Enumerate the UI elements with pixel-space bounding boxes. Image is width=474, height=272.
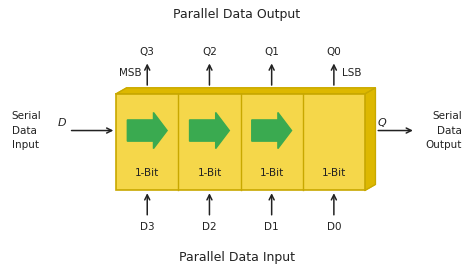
Text: Data: Data — [12, 126, 36, 135]
Text: MSB: MSB — [119, 68, 142, 78]
Text: 1-Bit: 1-Bit — [135, 168, 159, 178]
Text: D0: D0 — [327, 222, 341, 232]
Text: Q3: Q3 — [140, 47, 155, 57]
Text: Q2: Q2 — [202, 47, 217, 57]
Text: LSB: LSB — [342, 68, 362, 78]
Bar — [116, 94, 365, 190]
Polygon shape — [365, 88, 375, 190]
Text: Serial: Serial — [432, 111, 462, 120]
Text: D3: D3 — [140, 222, 155, 232]
Text: Output: Output — [426, 141, 462, 150]
Text: Q0: Q0 — [327, 47, 341, 57]
Text: 1-Bit: 1-Bit — [197, 168, 221, 178]
FancyArrow shape — [190, 113, 229, 149]
Text: Q1: Q1 — [264, 47, 279, 57]
Polygon shape — [116, 88, 375, 94]
Text: Input: Input — [12, 141, 39, 150]
Text: Data: Data — [438, 126, 462, 135]
Text: D1: D1 — [264, 222, 279, 232]
Text: Serial: Serial — [12, 111, 42, 120]
Text: Q: Q — [378, 118, 386, 128]
Text: Parallel Data Output: Parallel Data Output — [173, 8, 301, 21]
Text: Parallel Data Input: Parallel Data Input — [179, 251, 295, 264]
FancyArrow shape — [128, 113, 167, 149]
Text: 1-Bit: 1-Bit — [322, 168, 346, 178]
Text: D2: D2 — [202, 222, 217, 232]
Text: 1-Bit: 1-Bit — [260, 168, 284, 178]
FancyArrow shape — [252, 113, 292, 149]
Text: D: D — [58, 118, 66, 128]
